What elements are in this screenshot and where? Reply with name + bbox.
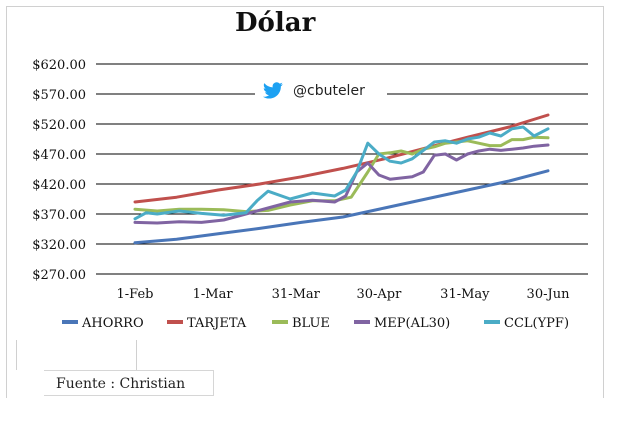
cell-divider-right — [136, 340, 137, 370]
y-tick-label: $520.00 — [32, 118, 86, 133]
series-line-tarjeta — [133, 113, 550, 204]
legend-label: CCL(YPF) — [504, 316, 569, 331]
legend-entry: TARJETA — [167, 316, 247, 331]
legend-entry: BLUE — [272, 316, 330, 331]
watermark-handle: @cbuteler — [293, 83, 365, 99]
y-tick-label: $420.00 — [32, 178, 86, 193]
legend-label: MEP(AL30) — [374, 316, 450, 331]
y-tick-label: $620.00 — [32, 58, 86, 73]
frame-right-line — [603, 6, 604, 398]
x-tick-label: 1-Feb — [117, 287, 154, 302]
x-tick-label: 30-Apr — [356, 287, 402, 302]
chart-legend: AHORRO TARJETA BLUE MEP(AL30) CCL(YPF) — [62, 316, 569, 331]
series-line-mep-al30 — [133, 143, 550, 225]
legend-entry: MEP(AL30) — [354, 316, 450, 331]
y-tick-label: $570.00 — [32, 88, 86, 103]
legend-label: AHORRO — [81, 316, 144, 331]
twitter-bird-icon — [262, 82, 283, 99]
x-tick-label: 30-Jun — [527, 287, 571, 302]
y-axis-ticks: $620.00 $570.00 $520.00 $470.00 $420.00 $370.… — [32, 58, 86, 283]
series-lines — [133, 113, 550, 245]
frame-left-line — [6, 6, 7, 398]
source-note: Fuente : Christian — [44, 370, 214, 396]
x-axis-ticks: 1-Feb 1-Mar 31-Mar 30-Apr 31-May 30-Jun — [117, 287, 571, 302]
series-line-ccl-ypf — [133, 125, 550, 221]
watermark: @cbuteler — [255, 76, 387, 104]
legend-label: BLUE — [292, 316, 330, 331]
legend-entry: AHORRO — [62, 316, 144, 331]
y-tick-label: $270.00 — [32, 268, 86, 283]
y-tick-label: $370.00 — [32, 208, 86, 223]
chart-title: Dólar — [235, 8, 316, 38]
legend-label: TARJETA — [187, 316, 247, 331]
series-line-blue — [133, 135, 550, 214]
series-line-ahorro — [133, 169, 550, 245]
x-tick-label: 31-May — [440, 287, 490, 302]
legend-entry: CCL(YPF) — [484, 316, 569, 331]
y-tick-label: $320.00 — [32, 238, 86, 253]
cell-divider-left — [16, 340, 17, 370]
x-tick-label: 1-Mar — [193, 287, 234, 302]
y-tick-label: $470.00 — [32, 148, 86, 163]
frame-top-line — [6, 6, 604, 7]
x-tick-label: 31-Mar — [272, 287, 321, 302]
